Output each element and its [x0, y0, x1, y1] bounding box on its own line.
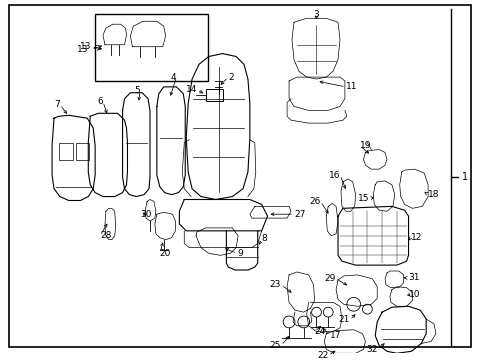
Text: 28: 28: [100, 231, 111, 240]
Bar: [59, 143, 73, 160]
Text: 13: 13: [80, 42, 91, 51]
Text: 19: 19: [359, 141, 370, 150]
Text: 5: 5: [134, 86, 140, 95]
Text: 17: 17: [329, 331, 341, 340]
Text: 9: 9: [237, 249, 243, 258]
Text: 23: 23: [269, 280, 281, 289]
Text: 27: 27: [293, 210, 305, 219]
Text: 12: 12: [409, 233, 421, 242]
Text: 4: 4: [170, 73, 176, 82]
Text: 14: 14: [185, 85, 197, 94]
Text: 10: 10: [407, 290, 419, 299]
Text: 15: 15: [357, 194, 368, 203]
Text: 29: 29: [324, 274, 335, 283]
Text: 31: 31: [407, 273, 419, 282]
Text: 21: 21: [338, 315, 349, 324]
Text: 7: 7: [54, 100, 60, 109]
Text: 16: 16: [328, 171, 339, 180]
Text: 22: 22: [316, 351, 327, 360]
Text: 20: 20: [160, 249, 171, 258]
Text: 26: 26: [308, 197, 320, 206]
Text: 18: 18: [427, 190, 439, 199]
Bar: [95, 14, 207, 81]
Text: 25: 25: [269, 341, 281, 350]
Bar: [76, 143, 89, 160]
Text: 8: 8: [261, 234, 267, 243]
Text: 1: 1: [461, 172, 468, 182]
Text: 24: 24: [314, 327, 325, 336]
Text: 13: 13: [77, 45, 88, 54]
Text: 6: 6: [97, 97, 103, 106]
Text: 32: 32: [365, 345, 376, 354]
Text: 30: 30: [140, 210, 151, 219]
Text: 11: 11: [345, 82, 357, 91]
Text: 2: 2: [228, 73, 233, 82]
Text: 3: 3: [313, 10, 319, 19]
Bar: [205, 89, 223, 100]
